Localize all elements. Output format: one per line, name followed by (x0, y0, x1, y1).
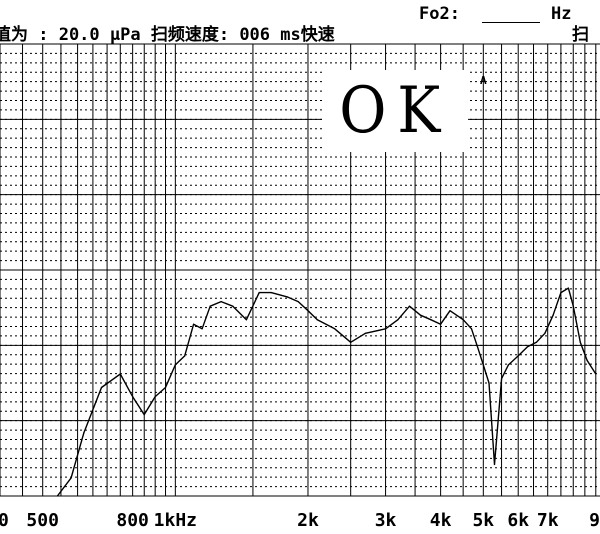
response-point (397, 319, 399, 321)
x-tick-label: 1kHz (153, 510, 198, 531)
response-point (501, 377, 503, 380)
x-tick-label: 3k (374, 510, 397, 531)
result-marker: A (480, 74, 487, 87)
cut-off-label: 扫 (572, 25, 589, 45)
response-point (476, 346, 479, 348)
response-point (385, 328, 387, 330)
response-point (552, 314, 554, 316)
result-box: OK (322, 70, 468, 152)
response-point (493, 463, 496, 465)
response-point (83, 432, 85, 434)
response-point (350, 341, 352, 343)
response-point (440, 323, 442, 325)
response-point (430, 319, 432, 321)
response-point (56, 495, 59, 497)
response-point (184, 355, 186, 357)
x-tick-label: 6k (507, 510, 530, 531)
response-point (462, 319, 464, 321)
response-point (209, 305, 211, 307)
response-point (560, 292, 562, 294)
response-point (307, 310, 309, 312)
response-point (535, 341, 538, 343)
response-point (70, 477, 72, 479)
response-point (132, 396, 134, 398)
x-tick-label: 9 (589, 510, 600, 531)
response-point (364, 332, 366, 334)
response-point (579, 341, 581, 343)
fo2-label: Fo2: (419, 4, 460, 24)
response-point (119, 373, 121, 375)
response-point (567, 287, 570, 289)
response-curve (56, 287, 597, 497)
fo2-value-blank (482, 22, 540, 23)
response-point (526, 346, 529, 348)
result-status: OK (339, 74, 451, 148)
response-point (258, 292, 260, 294)
response-point (572, 305, 574, 307)
response-point (164, 386, 167, 389)
response-point (174, 364, 176, 366)
response-point (154, 396, 156, 398)
x-tick-label: 5k (472, 510, 495, 531)
response-point (470, 328, 473, 330)
response-point (408, 305, 411, 307)
response-point (419, 314, 422, 316)
reference-value-label: 值为 : 20.0 μPa (0, 25, 141, 45)
response-point (544, 332, 546, 334)
response-point (316, 319, 318, 321)
response-point (482, 364, 484, 366)
fo2-unit: Hz (551, 4, 572, 24)
sweep-mode-label: 快速 (300, 25, 335, 45)
x-tick-label: 2k (297, 510, 319, 531)
header-status-line: 值为 : 20.0 μPa 扫频速度: 006 ms快速 (0, 20, 335, 45)
response-point (334, 328, 336, 330)
response-point (220, 301, 222, 303)
x-tick-label: 800 (116, 510, 149, 531)
response-point (193, 323, 195, 325)
response-point (586, 359, 588, 361)
x-tick-label: 500 (26, 510, 59, 531)
response-point (595, 373, 597, 375)
response-point (201, 328, 203, 330)
response-point (297, 301, 299, 303)
response-point (245, 319, 247, 321)
x-tick-label: 0 (0, 510, 9, 531)
response-point (287, 296, 289, 298)
response-point (488, 382, 490, 384)
response-point (270, 292, 272, 294)
sweep-speed-label: 扫频速度: 006 ms (150, 25, 301, 45)
response-point (517, 355, 519, 357)
response-point (143, 414, 145, 416)
response-point (100, 386, 103, 389)
response-point (232, 305, 234, 307)
x-tick-label: 4k (429, 510, 452, 531)
response-point (449, 310, 451, 312)
response-point (507, 364, 509, 366)
x-tick-label: 7k (536, 510, 559, 531)
